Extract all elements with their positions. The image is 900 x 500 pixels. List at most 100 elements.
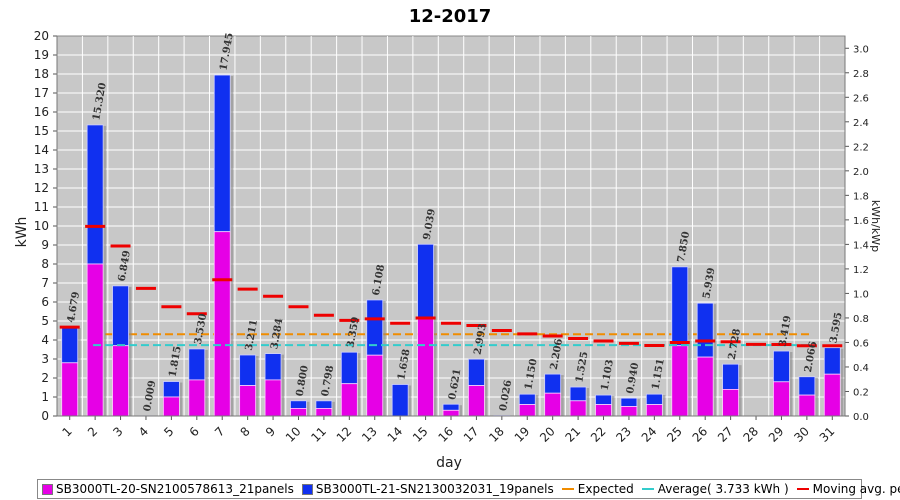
x-tick-label: 9 bbox=[263, 424, 278, 439]
bar-value-label: 0.621 bbox=[447, 368, 463, 401]
x-tick-label: 13 bbox=[359, 424, 380, 445]
bar-value-label: 0.800 bbox=[295, 365, 311, 398]
bar-value-label: 2.993 bbox=[473, 323, 489, 356]
bar-value-label: 1.103 bbox=[600, 359, 616, 392]
bar-value-label: 6.849 bbox=[117, 250, 133, 283]
bar-segment-series-1 bbox=[518, 404, 536, 417]
y-tick-label: 19 bbox=[34, 48, 49, 62]
x-tick-label: 2 bbox=[85, 424, 100, 439]
bar-segment-series-2 bbox=[366, 299, 384, 356]
y-tick-label: 1 bbox=[41, 390, 49, 404]
x-tick-label: 4 bbox=[136, 424, 151, 439]
x-tick-label: 7 bbox=[212, 424, 227, 439]
legend-label-expected: Expected bbox=[577, 482, 634, 496]
y2-tick-label: 1.6 bbox=[853, 216, 869, 227]
legend-swatch-series-1 bbox=[42, 483, 53, 495]
y2-tick-label: 0.6 bbox=[853, 338, 869, 349]
x-tick-label: 12 bbox=[334, 424, 355, 445]
bar-segment-series-1 bbox=[366, 354, 384, 417]
bar-segment-series-2 bbox=[595, 394, 612, 405]
bar-segment-series-2 bbox=[645, 393, 663, 406]
y-tick-label: 0 bbox=[41, 409, 49, 423]
bar-segment-series-1 bbox=[264, 379, 282, 417]
y-tick-label: 18 bbox=[34, 67, 49, 81]
bar-segment-series-1 bbox=[61, 362, 79, 417]
y2-tick-label: 2.8 bbox=[853, 69, 869, 80]
bar-value-label: 3.530 bbox=[193, 313, 209, 346]
bar-value-label: 1.150 bbox=[523, 358, 539, 391]
x-tick-label: 23 bbox=[613, 424, 634, 445]
bar-value-label: 6.108 bbox=[371, 264, 387, 297]
y2-tick-label: 0.8 bbox=[853, 314, 869, 325]
bar-segment-series-2 bbox=[518, 393, 536, 405]
bar-segment-series-1 bbox=[188, 379, 206, 417]
bar-segment-series-1 bbox=[544, 392, 562, 417]
y-tick-label: 12 bbox=[34, 181, 49, 195]
x-tick-label: 16 bbox=[435, 424, 456, 445]
y-tick-label: 8 bbox=[41, 257, 49, 271]
x-tick-label: 22 bbox=[588, 424, 609, 445]
y-tick-label: 20 bbox=[34, 29, 49, 43]
x-tick-label: 25 bbox=[664, 424, 685, 445]
legend-swatch-expected bbox=[561, 488, 574, 490]
y-tick-label: 7 bbox=[41, 276, 49, 290]
bar-segment-series-2 bbox=[468, 358, 485, 386]
bar-segment-series-2 bbox=[544, 373, 562, 394]
bar-segment-series-2 bbox=[239, 354, 257, 386]
x-tick-label: 27 bbox=[715, 424, 736, 445]
bar-segment-series-2 bbox=[315, 400, 333, 409]
bar-segment-series-2 bbox=[86, 124, 104, 265]
y2-tick-label: 1.2 bbox=[853, 265, 869, 276]
x-tick-label: 30 bbox=[791, 424, 812, 445]
x-tick-label: 21 bbox=[563, 424, 584, 445]
data-labels: 4.67915.3206.8490.0091.8153.53017.9453.2… bbox=[66, 32, 845, 412]
x-tick-label: 14 bbox=[385, 424, 406, 445]
bar-segment-series-1 bbox=[595, 404, 612, 417]
bar-value-label: 1.658 bbox=[396, 348, 412, 381]
x-tick-label: 6 bbox=[187, 424, 202, 439]
bar-value-label: 2.066 bbox=[803, 340, 819, 373]
bar-value-label: 1.815 bbox=[168, 345, 184, 378]
bars bbox=[61, 74, 844, 417]
bar-segment-series-1 bbox=[696, 356, 714, 417]
y-axis-label: kWh bbox=[14, 217, 30, 248]
legend-label-moving-average: Moving avg. per day. bbox=[812, 482, 900, 496]
bar-value-label: 3.359 bbox=[345, 316, 361, 349]
y2-axis-label: kWh/kWp bbox=[869, 200, 882, 252]
bar-segment-series-1 bbox=[340, 383, 358, 417]
y2-tick-label: 3.0 bbox=[853, 44, 869, 55]
x-tick-label: 29 bbox=[766, 424, 787, 445]
bar-value-label: 3.419 bbox=[778, 315, 794, 348]
bar-segment-series-2 bbox=[696, 302, 714, 358]
x-tick-label: 10 bbox=[283, 424, 304, 445]
bar-value-label: 1.151 bbox=[650, 358, 666, 391]
bar-value-label: 0.798 bbox=[320, 365, 336, 398]
bar-segment-series-1 bbox=[620, 406, 638, 417]
y2-tick-label: 2.6 bbox=[853, 93, 869, 104]
bar-value-label: 5.939 bbox=[701, 267, 717, 300]
x-tick-label: 17 bbox=[461, 424, 482, 445]
bar-segment-series-1 bbox=[798, 394, 816, 417]
bar-segment-series-1 bbox=[442, 409, 460, 417]
y-tick-label: 14 bbox=[34, 143, 49, 157]
legend-swatch-series-2 bbox=[301, 483, 313, 495]
legend-item-expected: Expected bbox=[561, 482, 634, 496]
x-tick-label: 15 bbox=[410, 424, 431, 445]
moving-average-marks bbox=[59, 224, 843, 348]
legend-label-series-1: SB3000TL-20-SN2100578613_21panels bbox=[56, 482, 294, 496]
x-tick-label: 11 bbox=[308, 424, 329, 445]
y2-tick-label: 0.4 bbox=[853, 363, 869, 374]
y2-tick-label: 2.4 bbox=[853, 118, 869, 129]
y-tick-label: 15 bbox=[34, 124, 49, 138]
bar-value-label: 0.026 bbox=[498, 379, 514, 412]
y-tick-label: 6 bbox=[41, 295, 49, 309]
bar-value-label: 2.728 bbox=[727, 328, 743, 361]
bar-segment-series-1 bbox=[645, 404, 663, 417]
x-tick-label: 3 bbox=[110, 424, 125, 439]
x-tick-label: 20 bbox=[537, 424, 558, 445]
y-tick-label: 17 bbox=[34, 86, 49, 100]
bar-segment-series-2 bbox=[442, 403, 460, 411]
bar-segment-series-2 bbox=[722, 363, 740, 390]
bar-segment-series-2 bbox=[823, 347, 841, 375]
